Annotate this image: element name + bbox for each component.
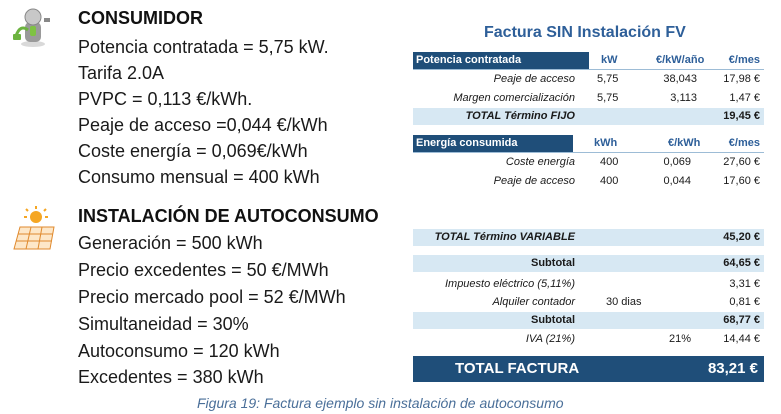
energia-header-rule: [413, 152, 764, 153]
consumer-line: Tarifa 2.0A: [78, 63, 165, 83]
consumer-line: Peaje de acceso =0,044 €/kWh: [78, 115, 328, 135]
alquiler-row: Alquiler contador 30 dias 0,81 €: [413, 294, 764, 311]
energia-header-kwh: kWh: [594, 137, 618, 149]
total-factura-label: TOTAL FACTURA: [455, 360, 580, 377]
alquiler-days: 30 dias: [606, 296, 642, 308]
subtotal-label: Subtotal: [531, 314, 575, 326]
fijo-row-c2: 38,043: [663, 73, 697, 85]
variable-total-row: TOTAL Término VARIABLE 45,20 €: [413, 229, 764, 246]
energia-header-row: Energía consumida kWh €/kWh €/mes: [413, 135, 764, 152]
plug-character-icon: [12, 6, 54, 48]
impuesto-row: Impuesto eléctrico (5,11%) 3,31 €: [413, 276, 764, 293]
alquiler-value: 0,81 €: [729, 296, 760, 308]
invoice-title: Factura SIN Instalación FV: [484, 24, 686, 41]
fijo-row-c3: 1,47 €: [729, 92, 760, 104]
energia-row-c2: 0,044: [663, 175, 691, 187]
autoconsumo-title: INSTALACIÓN DE AUTOCONSUMO: [78, 206, 379, 226]
consumer-line: Coste energía = 0,069€/kWh: [78, 141, 308, 161]
energia-row-c3: 27,60 €: [723, 156, 760, 168]
fijo-row: Margen comercialización 5,75 3,113 1,47 …: [413, 90, 764, 107]
fijo-row-c1: 5,75: [597, 73, 619, 85]
iva-label: IVA (21%): [525, 333, 575, 345]
total-factura-row: TOTAL FACTURA 83,21 €: [413, 356, 764, 382]
fijo-header-eur-kw: €/kW/año: [656, 54, 705, 66]
fijo-row-label: Peaje de acceso: [493, 73, 575, 85]
fijo-row-label: Margen comercialización: [453, 92, 575, 104]
autoconsumo-line: Simultaneidad = 30%: [78, 314, 249, 334]
impuesto-value: 3,31 €: [729, 278, 760, 290]
energia-row-c1: 400: [600, 175, 619, 187]
energia-row: Peaje de acceso 400 0,044 17,60 €: [413, 173, 764, 190]
fijo-total-row: TOTAL Término FIJO 19,45 €: [413, 108, 764, 125]
autoconsumo-line: Precio mercado pool = 52 €/MWh: [78, 287, 346, 307]
consumer-line: PVPC = 0,113 €/kWh.: [78, 89, 253, 109]
energia-header-eur-kwh: €/kWh: [668, 137, 701, 149]
subtotal-label: Subtotal: [531, 257, 575, 269]
iva-row: IVA (21%) 21% 14,44 €: [413, 331, 764, 348]
energia-header-month: €/mes: [728, 137, 760, 149]
autoconsumo-line: Precio excedentes = 50 €/MWh: [78, 260, 329, 280]
fijo-header-kw: kW: [601, 54, 618, 66]
fijo-header-rule: [413, 69, 764, 70]
energia-row: Coste energía 400 0,069 27,60 €: [413, 154, 764, 171]
fijo-total-label: TOTAL Término FIJO: [465, 110, 575, 122]
fijo-row-c1: 5,75: [597, 92, 619, 104]
energia-row-c2: 0,069: [663, 156, 691, 168]
consumer-line: Consumo mensual = 400 kWh: [78, 167, 320, 187]
fijo-row: Peaje de acceso 5,75 38,043 17,98 €: [413, 71, 764, 88]
total-factura-value: 83,21 €: [707, 360, 758, 377]
energia-row-c3: 17,60 €: [723, 175, 760, 187]
fijo-header-label: Potencia contratada: [413, 52, 589, 69]
consumer-title: CONSUMIDOR: [78, 8, 203, 28]
energia-row-label: Peaje de acceso: [493, 175, 575, 187]
impuesto-label: Impuesto eléctrico (5,11%): [444, 278, 575, 290]
energia-row-label: Coste energía: [505, 156, 575, 168]
variable-total-label: TOTAL Término VARIABLE: [434, 231, 575, 243]
fijo-row-c2: 3,113: [670, 92, 697, 104]
autoconsumo-line: Excedentes = 380 kWh: [78, 367, 264, 387]
fijo-total-value: 19,45 €: [723, 110, 760, 122]
energia-header-label: Energía consumida: [413, 135, 573, 152]
fijo-row-c3: 17,98 €: [723, 73, 760, 85]
autoconsumo-line: Generación = 500 kWh: [78, 233, 263, 253]
autoconsumo-line: Autoconsumo = 120 kWh: [78, 341, 280, 361]
solar-panel-sun-icon: [10, 205, 58, 253]
subtotal-row: Subtotal 68,77 €: [413, 312, 764, 329]
figure-caption: Figura 19: Factura ejemplo sin instalaci…: [197, 395, 564, 411]
subtotal-row: Subtotal 64,65 €: [413, 255, 764, 272]
alquiler-label: Alquiler contador: [492, 296, 575, 308]
energia-row-c1: 400: [600, 156, 619, 168]
iva-rate: 21%: [668, 333, 691, 345]
consumer-line: Potencia contratada = 5,75 kW.: [78, 37, 329, 57]
variable-total-value: 45,20 €: [723, 231, 760, 243]
iva-value: 14,44 €: [723, 333, 760, 345]
fijo-header-month: €/mes: [728, 54, 760, 66]
subtotal-value: 64,65 €: [723, 257, 760, 269]
subtotal-value: 68,77 €: [723, 314, 760, 326]
fijo-header-row: Potencia contratada kW €/kW/año €/mes: [413, 52, 764, 69]
